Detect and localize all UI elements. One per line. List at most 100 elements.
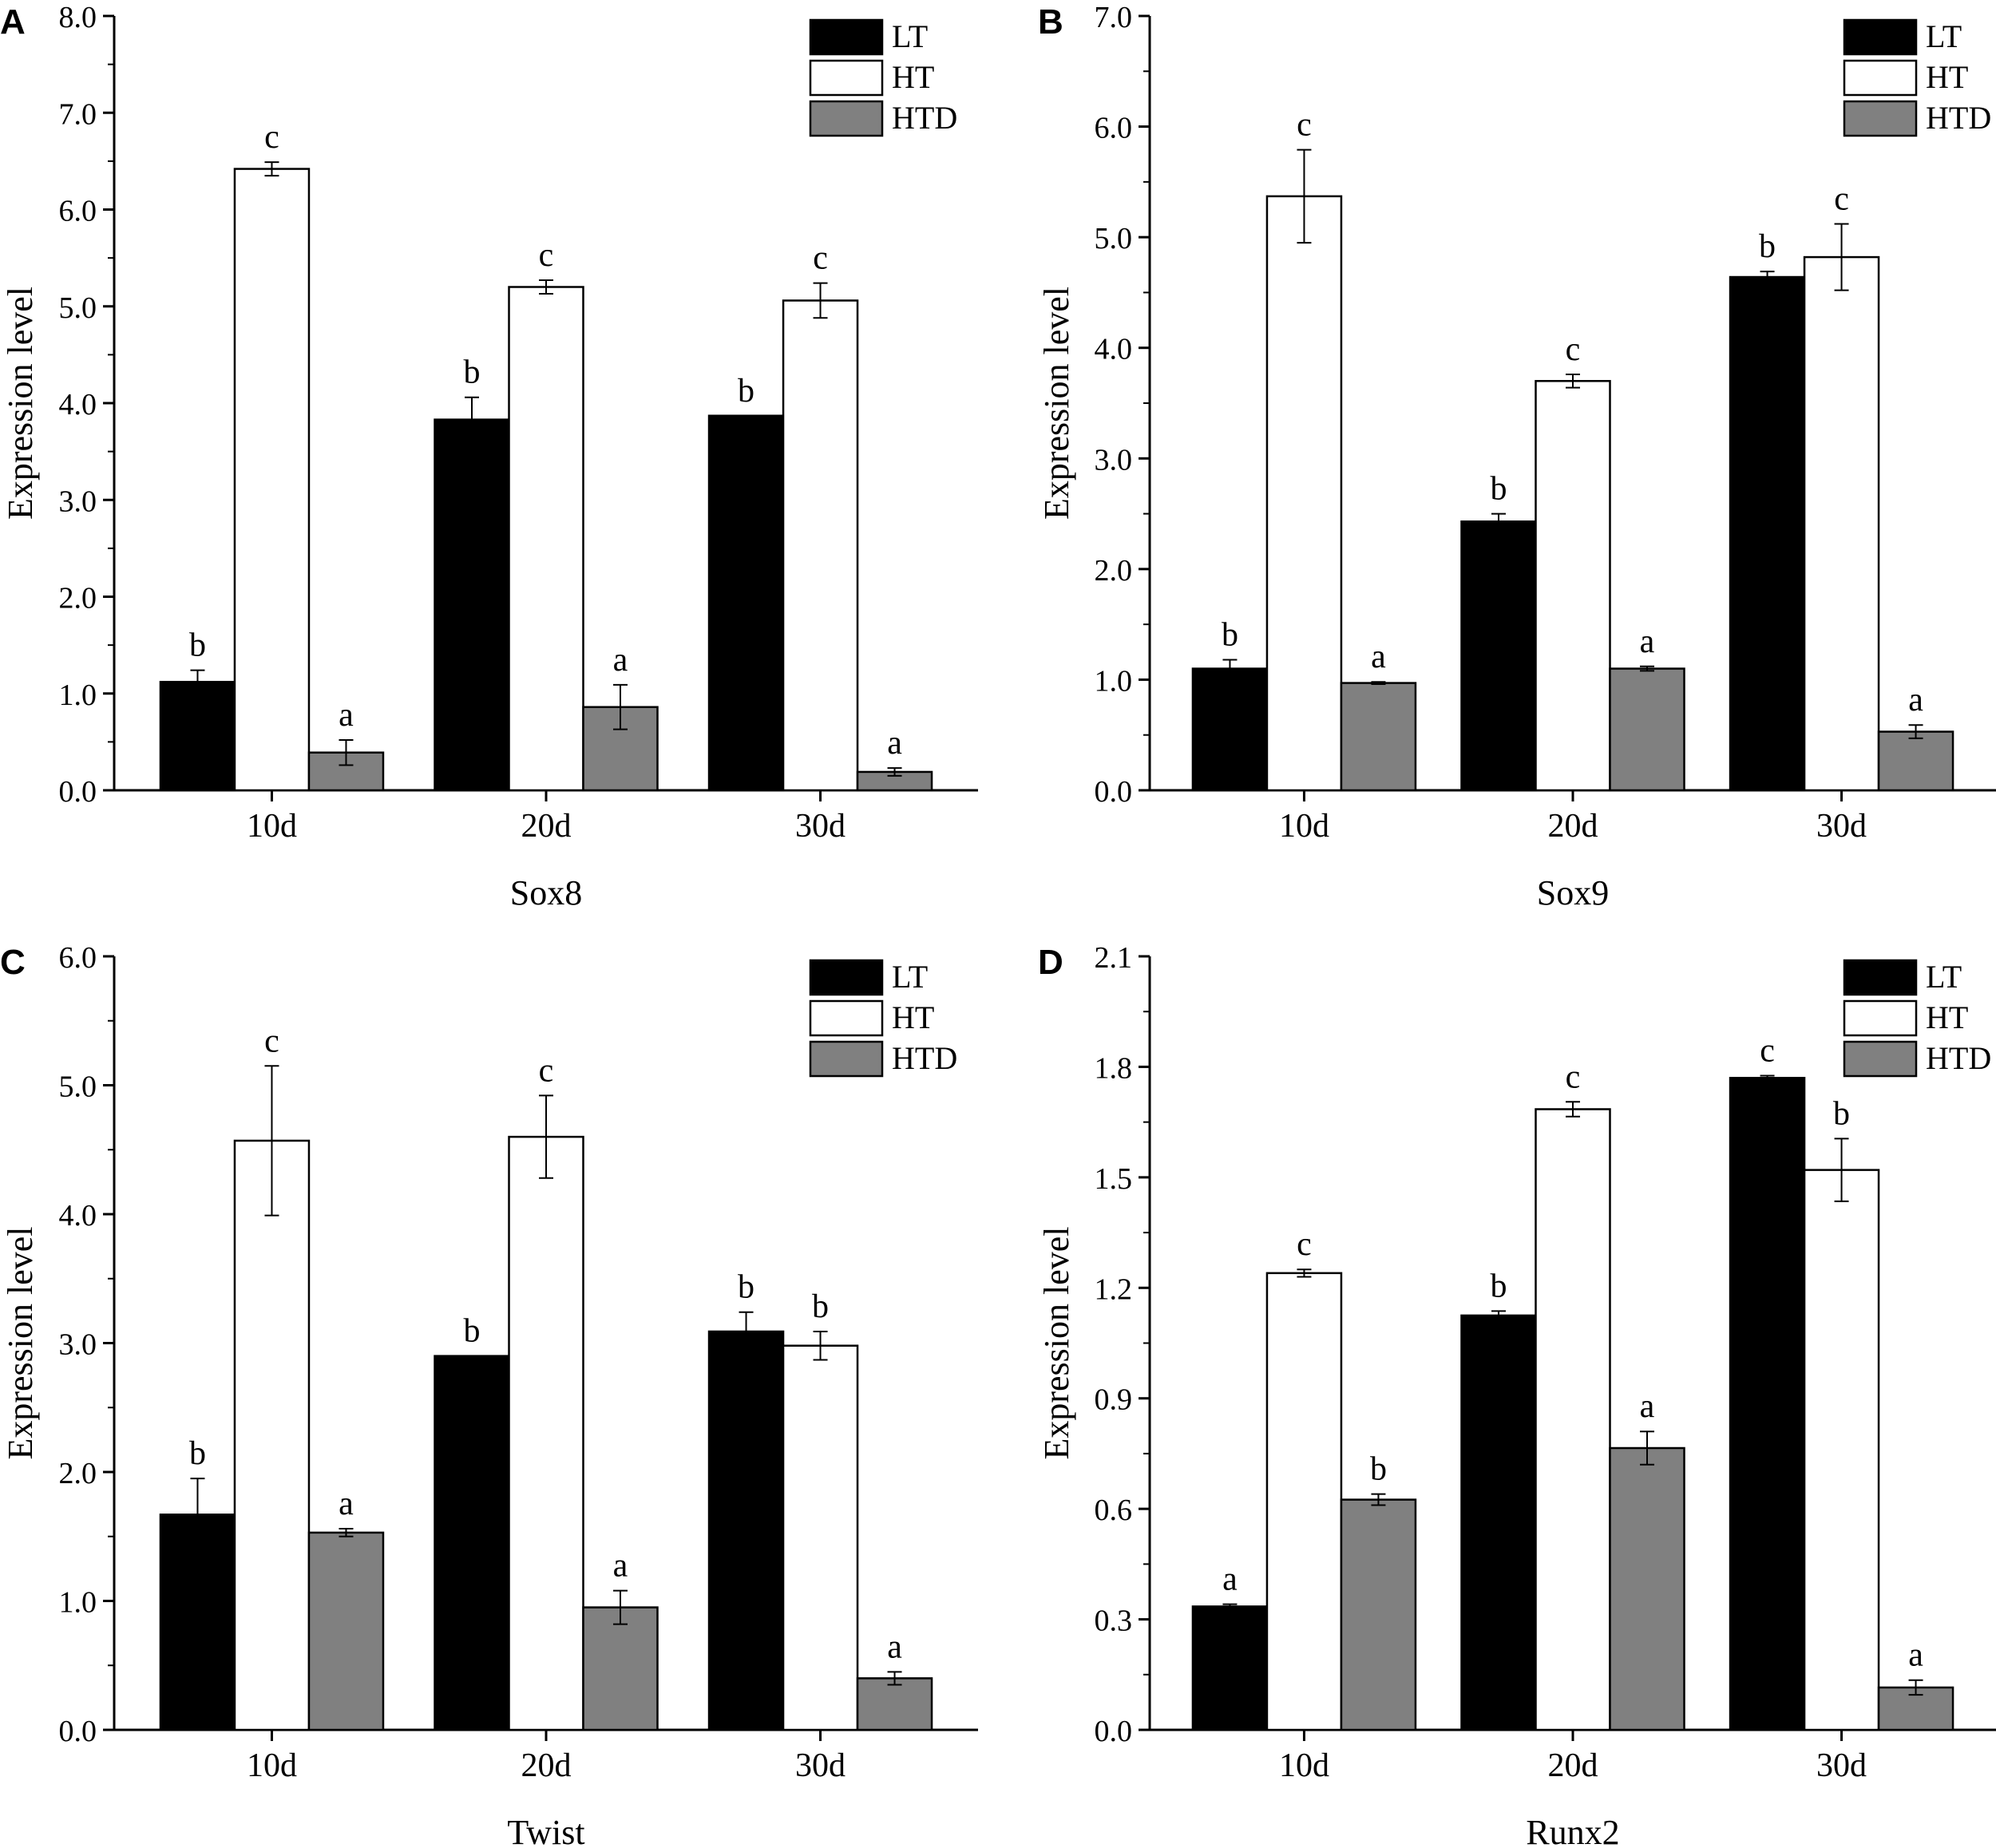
panel-letter: C [0, 943, 26, 982]
significance-label: a [339, 1486, 354, 1522]
x-tick-label: 10d [247, 808, 297, 845]
y-tick-label: 6.0 [1095, 112, 1133, 145]
significance-label: a [1908, 1637, 1923, 1674]
y-tick-label: 6.0 [59, 941, 97, 975]
y-tick-label: 6.0 [59, 195, 97, 228]
x-tick-label: 30d [1816, 1747, 1867, 1784]
y-axis-label: Expression level [1, 1226, 40, 1459]
significance-label: a [1908, 682, 1923, 718]
significance-label: c [264, 119, 279, 156]
panel-letter: A [0, 2, 26, 42]
panel-letter: D [1038, 943, 1063, 982]
significance-label: a [613, 642, 628, 679]
x-tick-label: 20d [521, 808, 572, 845]
significance-label: b [1370, 1451, 1387, 1488]
y-tick-label: 4.0 [59, 388, 97, 421]
bar-lt [1729, 1077, 1806, 1731]
bar-lt [707, 1330, 785, 1731]
y-tick-label: 2.0 [59, 582, 97, 615]
y-tick-label: 5.0 [59, 291, 97, 325]
x-tick-label: 10d [1279, 1747, 1329, 1784]
x-tick-label: 20d [1548, 1747, 1598, 1784]
bar-ht [1265, 195, 1343, 792]
y-tick-label: 5.0 [1095, 222, 1133, 255]
significance-label: b [189, 627, 206, 664]
y-tick-label: 1.8 [1095, 1051, 1133, 1085]
y-tick-label: 1.5 [1095, 1162, 1133, 1196]
bar-htd [1340, 682, 1417, 792]
legend-label: HTD [1926, 100, 1991, 136]
significance-label: b [1833, 1095, 1850, 1132]
chart-panel-d: D 0.0 0.3 0.6 0.9 1.2 1.5 1.8 2.1 Expression leve… [1037, 941, 1996, 1848]
x-tick-label: 10d [247, 1747, 297, 1784]
significance-label: b [1759, 228, 1776, 265]
y-tick-label: 8.0 [59, 1, 97, 34]
y-tick-label: 2.0 [59, 1457, 97, 1490]
significance-label: a [339, 697, 354, 734]
x-axis-label: Sox8 [510, 873, 582, 912]
legend: LT HT HTD [809, 18, 957, 137]
bar-lt [434, 1355, 510, 1731]
y-tick-label: 3.0 [59, 1328, 97, 1362]
bar-ht [1535, 1108, 1611, 1731]
y-tick-label: 0.3 [1095, 1605, 1133, 1638]
legend-label: HT [892, 999, 934, 1035]
legend-label: HT [1926, 999, 1968, 1035]
significance-label: c [1834, 181, 1849, 218]
y-tick-label: 0.0 [1095, 775, 1133, 809]
legend: LT HT HTD [1843, 18, 1991, 137]
legend-swatch-ht [1843, 59, 1918, 97]
y-tick-label: 3.0 [59, 485, 97, 518]
y-tick-label: 1.2 [1095, 1272, 1133, 1306]
legend-swatch-lt [809, 18, 884, 56]
significance-label: b [464, 1313, 481, 1350]
significance-label: c [539, 1052, 554, 1089]
significance-label: a [613, 1548, 628, 1585]
legend-label: HTD [892, 1040, 957, 1076]
significance-label: c [1297, 1226, 1312, 1263]
bar-htd [1877, 730, 1954, 792]
x-tick-label: 20d [1548, 808, 1598, 845]
bar-ht [233, 1139, 311, 1731]
legend-label: LT [1926, 959, 1962, 995]
legend-label: HT [892, 59, 934, 95]
y-tick-label: 0.6 [1095, 1494, 1133, 1527]
chart-panel-a: A 0.0 1.0 2.0 3.0 4.0 5.0 6.0 7.0 8.0 Expression l… [0, 1, 978, 912]
significance-label: b [1491, 1268, 1507, 1304]
y-tick-label: 0.0 [59, 775, 97, 809]
bar-ht [1803, 255, 1880, 792]
bar-htd [1340, 1498, 1417, 1731]
bar-ht [782, 1344, 859, 1731]
y-tick-label: 4.0 [59, 1199, 97, 1233]
chart-panel-c: C 0.0 1.0 2.0 3.0 4.0 5.0 6.0 Expression level 10… [0, 941, 978, 1848]
significance-label: a [1640, 623, 1655, 660]
bar-ht [782, 299, 859, 792]
significance-label: b [812, 1288, 829, 1325]
significance-label: a [1640, 1388, 1655, 1425]
y-tick-label: 3.0 [1095, 443, 1133, 477]
significance-label: c [1566, 331, 1581, 368]
legend-label: HT [1926, 59, 1968, 95]
panel-letter: B [1038, 2, 1063, 42]
chart-panel-b: B 0.0 1.0 2.0 3.0 4.0 5.0 6.0 7.0 Expression leve… [1037, 1, 1996, 912]
legend-swatch-htd [1843, 100, 1918, 137]
bar-lt [434, 418, 510, 792]
x-tick-label: 20d [521, 1747, 572, 1784]
y-axis-label: Expression level [1037, 287, 1076, 520]
bar-htd [307, 1531, 385, 1731]
legend-swatch-ht [1843, 999, 1918, 1037]
bar-lt [1191, 1605, 1269, 1731]
significance-label: b [1222, 616, 1238, 653]
bar-ht [1803, 1169, 1880, 1731]
y-tick-label: 1.0 [59, 679, 97, 712]
legend-swatch-htd [809, 1040, 884, 1078]
significance-label: c [813, 240, 828, 277]
significance-label: b [464, 354, 481, 391]
y-tick-label: 7.0 [1095, 1, 1133, 34]
y-axis-label: Expression level [1, 287, 40, 520]
x-axis-label: Runx2 [1526, 1813, 1619, 1848]
bar-lt [1460, 520, 1537, 792]
bar-ht [233, 168, 311, 792]
bar-lt [707, 414, 785, 792]
